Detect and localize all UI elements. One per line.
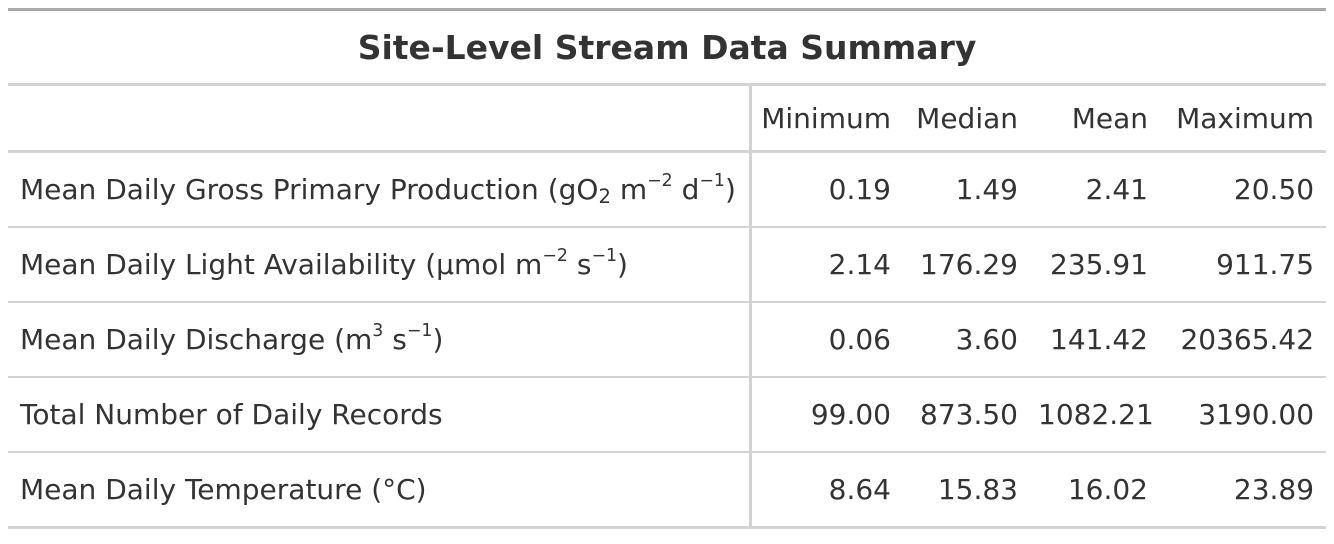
table-row: Mean Daily Gross Primary Production (gO2… <box>8 151 1327 228</box>
column-header-minimum: Minimum <box>750 84 903 153</box>
cell-median: 176.29 <box>903 227 1030 303</box>
label-superscript: −2 <box>542 245 568 266</box>
table-title: Site-Level Stream Data Summary <box>8 9 1327 86</box>
table-row: Mean Daily Light Availability (µmol m−2 … <box>8 227 1327 303</box>
cell-minimum: 8.64 <box>828 473 891 506</box>
cell-median: 1.49 <box>903 151 1030 228</box>
cell-mean: 141.42 <box>1030 302 1160 378</box>
header-row: Minimum Median Mean Maximum <box>8 84 1327 153</box>
label-superscript: 3 <box>372 320 384 341</box>
label-text: d <box>672 173 700 206</box>
summary-table: Site-Level Stream Data Summary Minimum M… <box>8 8 1327 529</box>
cell-maximum: 23.89 <box>1233 473 1315 506</box>
cell-minimum: 99.00 <box>750 377 903 453</box>
column-header-mean: Mean <box>1030 84 1160 153</box>
table-row: Mean Daily Discharge (m3 s−1) 0.06 3.60 … <box>8 302 1327 378</box>
cell-minimum: 2.14 <box>750 227 903 303</box>
table-row: Mean Daily Temperature (°C) 8.64 15.83 1… <box>8 452 1326 528</box>
stub-header <box>8 84 752 153</box>
cell-minimum: 0.06 <box>750 302 903 378</box>
label-subscript: 2 <box>598 184 611 208</box>
cell-minimum: 0.19 <box>750 151 903 228</box>
cell-mean: 1082.21 <box>1030 377 1160 453</box>
cell-maximum: 20365.42 <box>1160 302 1327 378</box>
label-text: ) <box>724 173 736 206</box>
label-superscript: −1 <box>591 245 618 266</box>
row-label-temperature: Mean Daily Temperature (°C) <box>8 452 752 528</box>
column-header-maximum: Maximum <box>1160 84 1327 153</box>
label-text: m <box>610 173 648 206</box>
label-text: Mean Daily Discharge (m <box>20 323 373 356</box>
label-superscript: −2 <box>647 170 673 191</box>
cell-mean: 2.41 <box>1030 151 1160 228</box>
label-text: Mean Daily Gross Primary Production (gO <box>20 173 599 206</box>
title-row: Site-Level Stream Data Summary <box>8 9 1327 86</box>
cell-maximum: 20.50 <box>1160 151 1327 228</box>
label-text: s <box>567 248 592 281</box>
row-label-gpp: Mean Daily Gross Primary Production (gO2… <box>8 151 752 228</box>
cell-mean: 235.91 <box>1030 227 1160 303</box>
cell-median: 3.60 <box>903 302 1030 378</box>
label-superscript: −1 <box>699 170 725 191</box>
row-label-records: Total Number of Daily Records <box>8 377 752 453</box>
label-superscript: −1 <box>406 320 433 341</box>
summary-table-wrapper: Site-Level Stream Data Summary Minimum M… <box>8 8 1327 529</box>
cell-median: 15.83 <box>937 473 1018 506</box>
cell-median: 873.50 <box>903 377 1030 453</box>
cell-maximum: 911.75 <box>1160 227 1327 303</box>
label-text: ) <box>432 323 444 356</box>
table-row: Total Number of Daily Records 99.00 873.… <box>8 377 1327 453</box>
cell-mean: 16.02 <box>1067 473 1148 506</box>
label-text: ) <box>617 248 628 281</box>
row-label-light: Mean Daily Light Availability (µmol m−2 … <box>8 227 752 303</box>
cell-maximum: 3190.00 <box>1160 377 1327 453</box>
column-header-median: Median <box>903 84 1030 153</box>
label-text: Mean Daily Light Availability (µmol m <box>20 248 543 281</box>
row-label-discharge: Mean Daily Discharge (m3 s−1) <box>8 302 752 378</box>
label-text: s <box>383 323 407 356</box>
